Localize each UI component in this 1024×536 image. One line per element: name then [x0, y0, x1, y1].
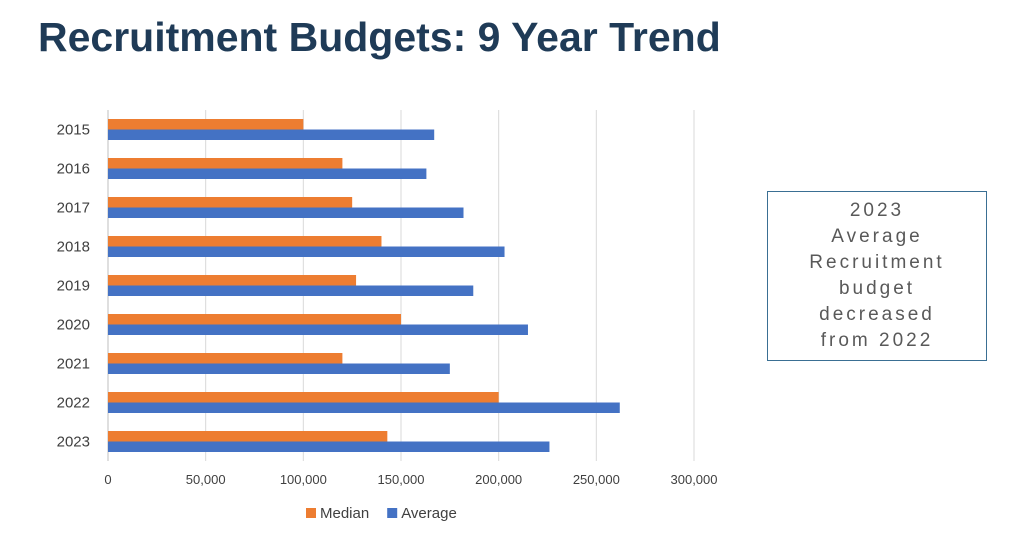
y-category-label: 2015 — [57, 122, 90, 139]
y-category-label: 2022 — [57, 395, 90, 412]
bar-average-2017 — [108, 207, 464, 218]
bar-average-2021 — [108, 363, 450, 374]
bar-average-2022 — [108, 402, 620, 413]
bar-average-2016 — [108, 168, 427, 179]
bar-median-2023 — [108, 431, 388, 442]
legend-swatch-average — [387, 508, 398, 518]
y-category-label: 2021 — [57, 356, 90, 373]
y-category-label: 2020 — [57, 317, 90, 334]
y-category-label: 2017 — [57, 200, 90, 217]
x-tick-label: 300,000 — [671, 472, 718, 487]
x-tick-label: 0 — [104, 472, 111, 487]
x-tick-label: 50,000 — [186, 472, 226, 487]
x-tick-label: 100,000 — [280, 472, 327, 487]
bar-median-2017 — [108, 197, 353, 208]
page-title: Recruitment Budgets: 9 Year Trend — [38, 14, 721, 60]
bar-median-2019 — [108, 275, 357, 286]
legend-label-median: Median — [320, 505, 369, 522]
callout-line: from 2022 — [820, 330, 934, 351]
bar-median-2016 — [108, 158, 343, 169]
x-tick-label: 200,000 — [475, 472, 522, 487]
legend-swatch-median — [306, 508, 316, 518]
y-category-label: 2016 — [57, 161, 90, 178]
bar-median-2015 — [108, 119, 304, 130]
y-category-label: 2019 — [57, 278, 90, 295]
callout-line: budget — [838, 278, 916, 299]
callout-line: Recruitment — [809, 252, 945, 273]
y-category-label: 2018 — [57, 239, 90, 256]
bar-average-2019 — [108, 285, 474, 296]
callout-line: decreased — [819, 304, 935, 325]
bar-average-2023 — [108, 441, 550, 452]
bar-median-2020 — [108, 314, 401, 325]
bar-median-2018 — [108, 236, 382, 247]
bar-average-2018 — [108, 246, 505, 257]
callout-line: Average — [831, 226, 923, 247]
bar-average-2015 — [108, 129, 435, 140]
x-tick-label: 250,000 — [573, 472, 620, 487]
legend-label-average: Average — [401, 505, 457, 522]
callout-box: 2023 Average Recruitment budget decrease… — [767, 191, 987, 361]
bar-median-2022 — [108, 392, 499, 403]
y-category-label: 2023 — [57, 434, 90, 451]
bar-average-2020 — [108, 324, 528, 335]
bar-median-2021 — [108, 353, 343, 364]
callout-line: 2023 — [849, 200, 905, 221]
x-tick-label: 150,000 — [378, 472, 425, 487]
